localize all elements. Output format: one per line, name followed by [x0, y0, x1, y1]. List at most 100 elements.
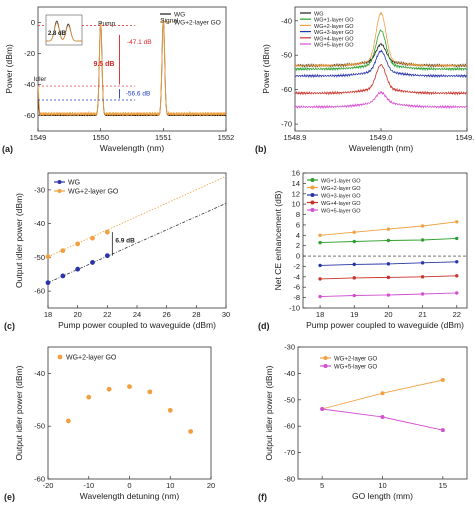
annotation-gap: 6.9 dB — [115, 238, 135, 245]
data-point — [352, 230, 356, 234]
legend-entry: WG+1-layer GO — [314, 18, 354, 24]
legend-entry: WG+3-layer GO — [321, 194, 361, 200]
y-tick-label: -60 — [24, 111, 35, 120]
y-tick-label: -40 — [284, 369, 295, 378]
legend-entry: WG+2-layer GO — [314, 24, 354, 30]
x-tick-label: 28 — [192, 310, 200, 319]
x-tick-label: 21 — [418, 310, 426, 319]
legend-entry: WG — [68, 180, 80, 187]
y-tick-label: 0 — [31, 18, 35, 27]
legend-entry: WG — [174, 12, 185, 19]
y-tick-label: 10 — [292, 200, 300, 209]
data-point — [147, 389, 153, 395]
x-tick-label: 22 — [103, 310, 111, 319]
y-tick-label: -20 — [24, 49, 35, 58]
data-point — [420, 238, 425, 242]
series-line — [294, 11, 468, 68]
legend-marker — [323, 356, 328, 360]
data-point — [320, 407, 325, 412]
y-tick-label: -80 — [284, 475, 295, 484]
panel-label: (f) — [258, 492, 267, 502]
legend-marker — [310, 185, 315, 190]
data-point — [455, 274, 459, 278]
fit-line — [47, 203, 227, 284]
plot-frame — [37, 6, 227, 132]
legend-entry: WG+4-layer GO — [321, 201, 361, 207]
series-line — [294, 90, 468, 110]
panel-f: 5 10 15 -80 -70 -60 -50 -40 -30 GO length (mm) Out… — [258, 343, 468, 502]
x-axis-label: GO length (mm) — [352, 491, 413, 501]
y-tick-label: -40 — [281, 16, 292, 25]
y-tick-label: -10 — [289, 304, 300, 313]
x-axis-label: Wavelength (nm) — [100, 143, 165, 153]
x-tick-label: 1552 — [218, 133, 235, 142]
y-tick-label: -4 — [293, 272, 300, 281]
x-tick-label: 15 — [439, 481, 447, 490]
x-tick-label: 20 — [384, 310, 392, 319]
y-tick-label: -40 — [34, 369, 45, 378]
y-tick-label: -60 — [34, 287, 45, 296]
legend-entry: WG+2-layer GO — [334, 357, 378, 363]
y-tick-label: -50 — [34, 253, 45, 262]
x-tick-label: 20 — [73, 310, 81, 319]
data-point — [455, 291, 459, 295]
legend-entry: WG+5-layer GO — [314, 43, 354, 49]
data-point — [420, 224, 425, 228]
y-tick-label: 16 — [292, 169, 300, 178]
x-tick-label: 1549 — [30, 133, 47, 142]
y-tick-label: -50 — [284, 395, 295, 404]
legend-entry: WG+2-layer GO — [66, 355, 117, 362]
plot-frame — [302, 172, 468, 309]
x-tick-label: 26 — [162, 310, 170, 319]
legend-marker — [310, 208, 315, 212]
y-tick-label: -60 — [281, 85, 292, 94]
legend-marker — [323, 364, 328, 368]
y-tick-label: 14 — [292, 179, 300, 188]
y-tick-label: -60 — [34, 475, 45, 484]
y-tick-label: 0 — [296, 252, 300, 261]
y-tick-label: -70 — [281, 120, 292, 129]
x-tick-label: 10 — [378, 481, 386, 490]
data-point — [386, 262, 391, 266]
fit-line — [47, 176, 227, 258]
legend-marker — [57, 354, 63, 360]
data-point — [352, 239, 356, 244]
y-axis-label: Output idler power (dBm) — [14, 193, 24, 288]
panel-label: (e) — [4, 492, 15, 502]
legend-marker — [57, 180, 62, 184]
y-tick-label: -40 — [34, 219, 45, 228]
data-point — [420, 292, 425, 296]
data-point — [86, 394, 92, 400]
data-point — [45, 254, 51, 260]
x-tick-label: -20 — [43, 481, 54, 490]
legend-marker — [310, 193, 315, 197]
data-point — [380, 414, 385, 419]
spectrum-wg-2-layer-go — [37, 19, 227, 118]
panel-label: (d) — [258, 321, 270, 331]
data-point — [90, 235, 95, 241]
y-axis-label: Power (dBm) — [4, 44, 14, 94]
data-point — [420, 275, 425, 279]
y-tick-label: -8 — [293, 293, 300, 302]
plot-frame — [297, 346, 468, 480]
data-point — [440, 428, 445, 433]
legend-entry: WG+5-layer GO — [321, 209, 361, 215]
data-point — [318, 294, 322, 299]
data-point — [380, 391, 385, 396]
series-line — [294, 29, 468, 72]
data-point — [60, 248, 66, 254]
legend-entry: WG+1-layer GO — [321, 179, 361, 185]
data-point — [75, 266, 81, 272]
data-point — [318, 240, 322, 245]
y-tick-label: -50 — [281, 51, 292, 60]
legend-entry: WG — [314, 12, 323, 18]
data-point — [188, 429, 194, 434]
annotation-signal: Signal — [160, 17, 179, 24]
x-axis-label: Wavelength (nm) — [349, 143, 414, 153]
legend-marker — [310, 200, 315, 205]
annotation-inset: 2.8 dB — [48, 31, 67, 37]
x-tick-label: 18 — [44, 310, 52, 319]
data-point — [167, 407, 173, 413]
series-line — [294, 49, 468, 79]
